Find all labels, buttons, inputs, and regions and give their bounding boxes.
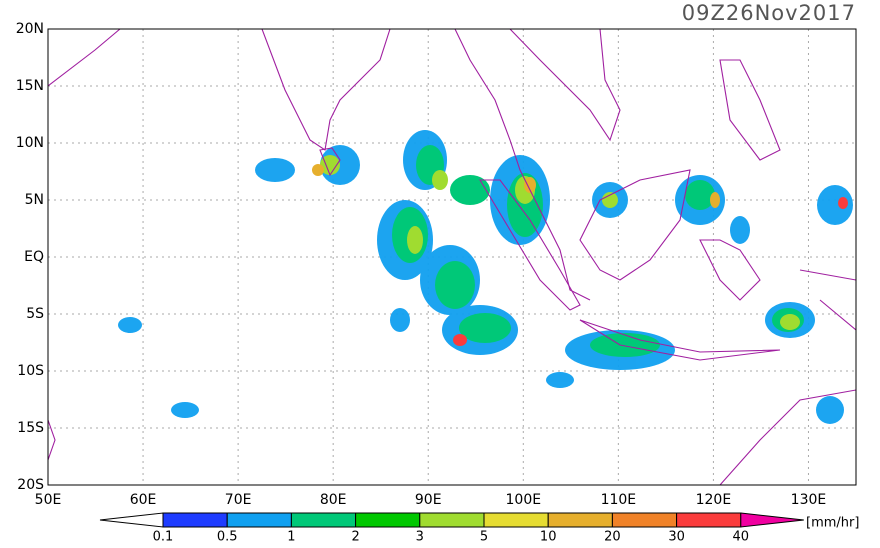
colorbar-box bbox=[162, 512, 228, 528]
colorbar: 0.1 0.5 1 2 3 5 10 20 30 40 [mm/hr] bbox=[99, 512, 859, 545]
colorbar-unit: [mm/hr] bbox=[806, 516, 859, 531]
colorbar-box bbox=[226, 512, 292, 528]
colorbar-label: 1 bbox=[287, 530, 295, 545]
colorbar-label: 20 bbox=[604, 530, 621, 545]
lon-label: 50E bbox=[35, 492, 62, 508]
lat-label: 20S bbox=[17, 477, 44, 493]
colorbar-box bbox=[355, 512, 421, 528]
colorbar-box bbox=[483, 512, 549, 528]
lon-label: 60E bbox=[130, 492, 157, 508]
coastlines bbox=[48, 29, 856, 485]
lon-label: 80E bbox=[320, 492, 347, 508]
colorbar-label: 40 bbox=[733, 530, 750, 545]
colorbar-box bbox=[419, 512, 485, 528]
colorbar-max-arrow bbox=[740, 512, 804, 528]
colorbar-label: 30 bbox=[668, 530, 685, 545]
lon-label: 100E bbox=[506, 492, 542, 508]
colorbar-label: 10 bbox=[540, 530, 557, 545]
lon-label: 130E bbox=[791, 492, 827, 508]
lon-label: 70E bbox=[225, 492, 252, 508]
colorbar-box bbox=[290, 512, 357, 528]
colorbar-label: 2 bbox=[351, 530, 359, 545]
colorbar-label: 0.1 bbox=[153, 530, 174, 545]
lat-label: EQ bbox=[24, 249, 44, 265]
precip-field bbox=[48, 29, 856, 485]
lat-label: 20N bbox=[16, 21, 44, 37]
colorbar-label: 5 bbox=[480, 530, 488, 545]
lon-label: 120E bbox=[696, 492, 732, 508]
colorbar-box bbox=[611, 512, 678, 528]
lat-label: 5S bbox=[26, 306, 44, 322]
lon-label: 90E bbox=[415, 492, 442, 508]
lat-label: 15N bbox=[16, 78, 44, 94]
colorbar-min-arrow bbox=[99, 512, 164, 528]
lat-label: 10S bbox=[17, 363, 44, 379]
colorbar-label: 0.5 bbox=[217, 530, 238, 545]
axis-labels: 50E 60E 70E 80E 90E 100E 110E 120E 130E 20N 15N 10N… bbox=[16, 21, 827, 508]
colorbar-box bbox=[547, 512, 613, 528]
lon-label: 110E bbox=[601, 492, 637, 508]
colorbar-box bbox=[676, 512, 742, 528]
lat-label: 5N bbox=[25, 192, 44, 208]
timestamp: 09Z26Nov2017 bbox=[682, 1, 856, 25]
map-frame bbox=[47, 28, 857, 486]
lat-label: 10N bbox=[16, 135, 44, 151]
lat-label: 15S bbox=[17, 420, 44, 436]
colorbar-label: 3 bbox=[416, 530, 424, 545]
